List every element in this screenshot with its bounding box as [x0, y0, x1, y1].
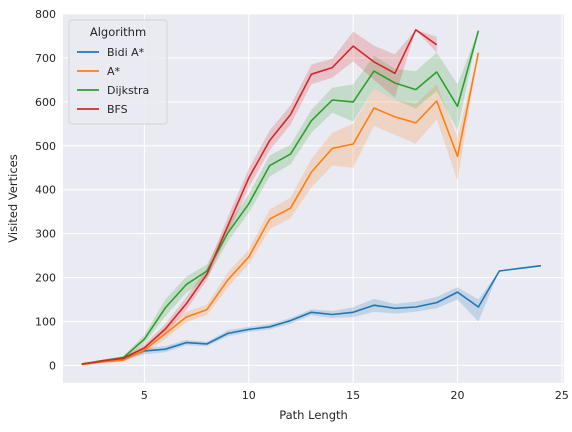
band-a — [81, 52, 479, 365]
x-tick-label: 5 — [141, 389, 148, 402]
line-dijkstra — [81, 30, 480, 365]
legend-label-bidi-a: Bidi A* — [107, 46, 145, 59]
x-tick-label: 15 — [346, 389, 360, 402]
y-tick-label: 0 — [49, 359, 56, 372]
x-axis-ticks: 5 10 15 20 25 — [141, 389, 569, 402]
legend-box — [68, 19, 168, 125]
band-dijkstra — [81, 30, 479, 365]
y-tick-label: 500 — [35, 140, 56, 153]
x-tick-label: 25 — [555, 389, 569, 402]
grid-lines — [63, 13, 564, 383]
x-tick-label: 20 — [451, 389, 465, 402]
series-lines — [81, 28, 542, 366]
y-tick-label: 100 — [35, 316, 56, 329]
x-tick-label: 10 — [242, 389, 256, 402]
y-tick-label: 600 — [35, 96, 56, 109]
band-bidi-a — [81, 265, 542, 365]
y-axis-label: Visited Vertices — [6, 154, 20, 242]
line-a — [81, 52, 480, 366]
line-bidi-a — [81, 264, 542, 365]
x-axis-label: Path Length — [279, 408, 348, 422]
line-bfs — [81, 28, 438, 365]
legend-label-bfs: BFS — [107, 103, 128, 116]
legend-label-a: A* — [107, 65, 121, 78]
y-axis-ticks: 0 100 200 300 400 500 600 700 800 — [35, 8, 56, 372]
y-tick-label: 800 — [35, 8, 56, 21]
band-bfs — [81, 29, 437, 365]
y-tick-label: 700 — [35, 52, 56, 65]
y-tick-label: 300 — [35, 228, 56, 241]
legend-label-dijkstra: Dijkstra — [107, 84, 149, 97]
y-tick-label: 200 — [35, 272, 56, 285]
legend-title: Algorithm — [90, 25, 146, 39]
y-tick-label: 400 — [35, 184, 56, 197]
confidence-bands — [81, 29, 542, 365]
legend: Algorithm Bidi A* A* Dijkstra BFS — [68, 19, 168, 125]
